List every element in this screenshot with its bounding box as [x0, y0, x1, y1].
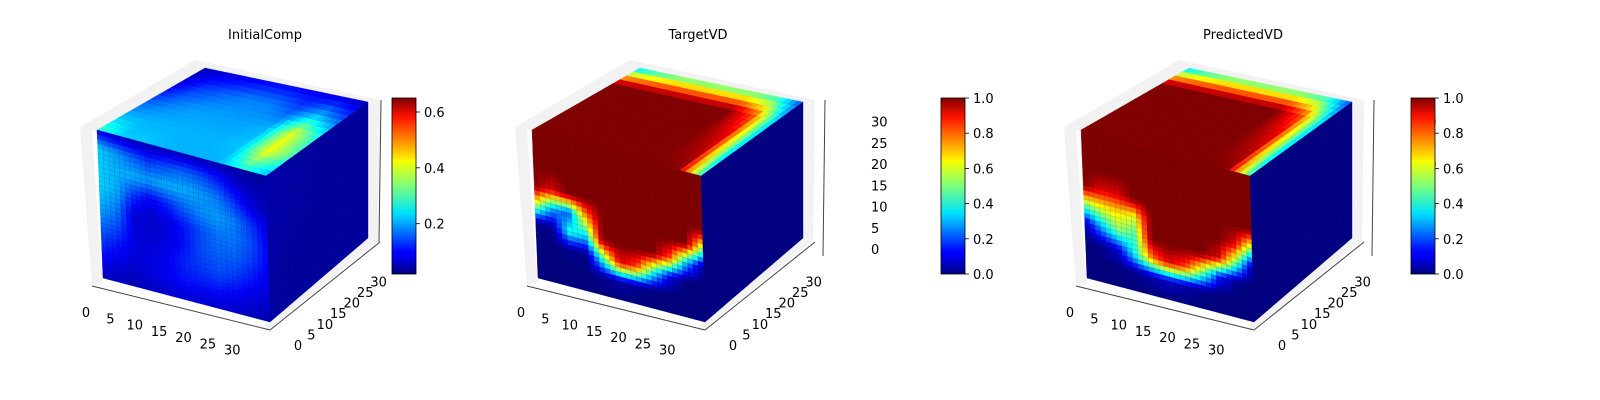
- panel-title: InitialComp: [228, 28, 302, 43]
- x-tick-label: 15: [151, 325, 168, 340]
- y-tick-label: 0: [294, 339, 302, 354]
- x-ticks: 0 5 10 15 20 25 30: [517, 306, 676, 359]
- z-tick-label: 30: [871, 116, 888, 131]
- colorbar-tick-label: 0.2: [973, 233, 994, 248]
- colorbar-ticks: 0.0 0.2 0.4 0.6 0.8 1.0: [965, 92, 994, 283]
- colorbar-tick-label: 1.0: [973, 92, 994, 107]
- z-tick-label: 25: [871, 137, 888, 152]
- cube-top-face: [96, 67, 369, 177]
- x-tick-label: 25: [200, 337, 217, 352]
- z-tick-label: 0: [871, 243, 879, 258]
- z-axis: 0 5 10 15 20 25 30: [822, 99, 888, 259]
- z-axis-line: [822, 99, 826, 257]
- back-pane-left: [80, 127, 102, 286]
- z-tick-label: 5: [871, 222, 879, 237]
- colorbar: 0.0 0.2 0.4 0.6 0.8 1.0: [940, 92, 994, 283]
- colorbar-tick-label: 0.2: [424, 218, 445, 233]
- x-tick-label: 5: [106, 312, 114, 327]
- colorbar-tick-label: 0.8: [973, 127, 994, 142]
- z-tick-label: 20: [871, 158, 888, 173]
- x-tick-label: 30: [659, 344, 676, 359]
- x-tick-label: 0: [82, 306, 90, 321]
- x-tick-label: 5: [541, 312, 549, 327]
- colorbar-tick-label: 0.0: [973, 268, 994, 283]
- colorbar-tick-label: 0.6: [424, 106, 445, 121]
- y-tick-label: 30: [805, 275, 822, 290]
- x-tick-label: 10: [127, 319, 144, 334]
- panel-title: TargetVD: [667, 28, 727, 43]
- x-tick-label: 20: [610, 331, 627, 346]
- z-ticks: 0 5 10 15 20 25 30: [871, 116, 888, 259]
- y-tick-label: 30: [370, 275, 387, 290]
- colorbar: 0.2 0.4 0.6: [391, 97, 445, 275]
- colorbar-tick-label: 0.4: [973, 198, 994, 213]
- z-tick-label: 10: [871, 201, 888, 216]
- x-tick-label: 25: [635, 337, 652, 352]
- x-tick-label: 15: [586, 325, 603, 340]
- colorbar-ticks: 0.2 0.4 0.6: [416, 106, 445, 233]
- z-tick-label: 15: [871, 179, 888, 194]
- x-tick-label: 30: [224, 344, 241, 359]
- y-tick-label: 0: [729, 339, 737, 354]
- colorbar-gradient: [391, 97, 417, 275]
- panel-title: PredictedVD: [1203, 28, 1283, 43]
- x-tick-label: 0: [517, 306, 525, 321]
- cube: [96, 67, 369, 323]
- colorbar-gradient: [940, 97, 966, 275]
- x-tick-label: 10: [562, 319, 579, 334]
- y-tick-label: 5: [307, 328, 315, 343]
- x-tick-label: 20: [175, 331, 192, 346]
- y-tick-label: 5: [742, 328, 750, 343]
- colorbar-tick-label: 0.6: [973, 162, 994, 177]
- cube-front-face: [96, 129, 271, 323]
- x-ticks: 0 5 10 15 20 25 30: [82, 306, 241, 359]
- colorbar-tick-label: 0.4: [424, 162, 445, 177]
